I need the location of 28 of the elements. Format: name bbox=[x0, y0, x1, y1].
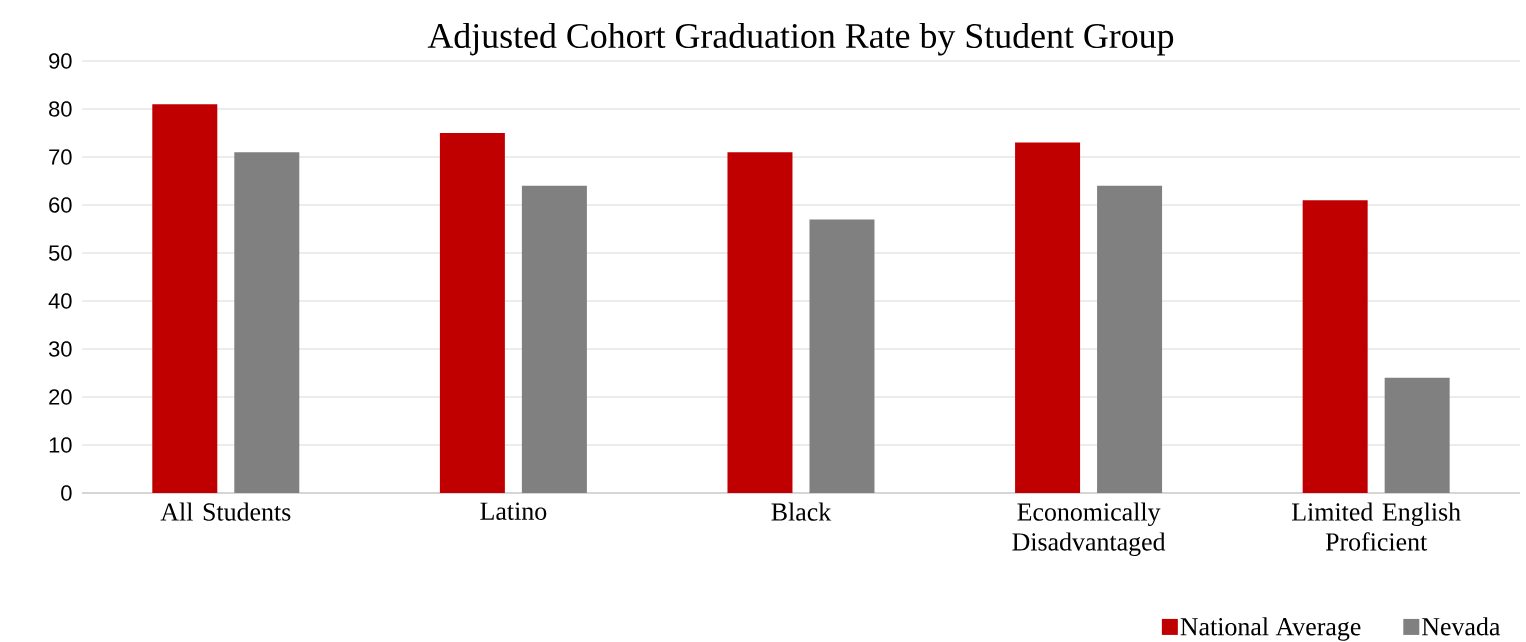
bar bbox=[521, 185, 587, 493]
bar bbox=[727, 152, 793, 493]
y-tick-label: 60 bbox=[49, 197, 72, 213]
bar bbox=[1015, 142, 1081, 493]
x-tick-label: All Students bbox=[160, 502, 291, 521]
y-tick-label: 80 bbox=[49, 101, 72, 117]
x-tick-label: Latino bbox=[480, 502, 547, 520]
y-tick-label: 10 bbox=[49, 437, 72, 453]
bar bbox=[809, 219, 875, 493]
bar bbox=[1384, 377, 1450, 493]
y-tick-label: 50 bbox=[48, 245, 72, 261]
bar bbox=[234, 152, 300, 493]
bar bbox=[439, 133, 505, 493]
legend-label: Nevada bbox=[1422, 617, 1501, 636]
y-tick-label: 70 bbox=[49, 149, 72, 165]
legend-label: National Average bbox=[1180, 617, 1361, 641]
y-tick-label: 0 bbox=[61, 485, 72, 501]
y-tick-label: 90 bbox=[49, 53, 72, 69]
y-tick-label: 20 bbox=[49, 389, 72, 405]
bar bbox=[1097, 185, 1163, 493]
chart-title: Adjusted Cohort Graduation Rate by Student Group bbox=[427, 22, 1174, 56]
x-tick-label: Limited English Proficient bbox=[1292, 502, 1461, 551]
y-tick-label: 40 bbox=[48, 293, 72, 309]
y-tick-label: 30 bbox=[48, 341, 72, 357]
bar bbox=[1302, 200, 1368, 493]
bar bbox=[152, 104, 218, 493]
x-tick-label: Black bbox=[771, 502, 832, 521]
x-tick-label: Economically Disadvantaged bbox=[1012, 502, 1166, 556]
